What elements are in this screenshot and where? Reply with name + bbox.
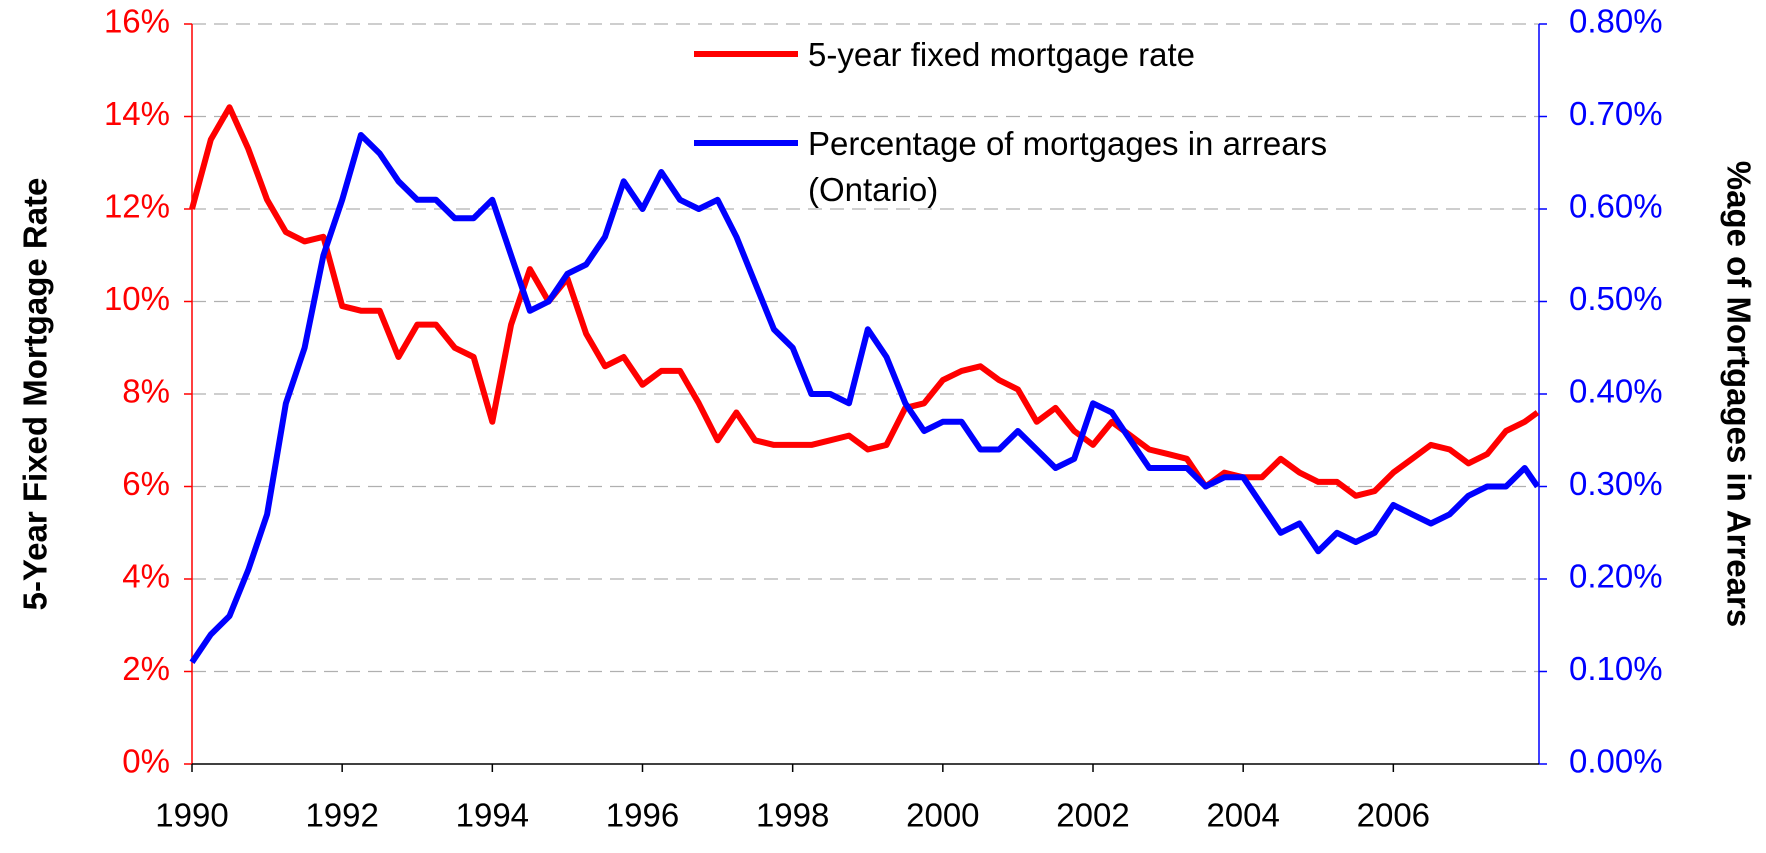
legend-swatch — [694, 140, 798, 146]
x-tick-label: 2006 — [1357, 797, 1430, 834]
legend-swatch — [694, 51, 798, 57]
y2-tick-label: 0.80% — [1569, 3, 1663, 40]
x-tick-label: 1990 — [155, 797, 228, 834]
y2-axis-label: %age of Mortgages in Arrears — [1720, 161, 1757, 627]
x-tick-label: 2000 — [906, 797, 979, 834]
y2-tick-label: 0.60% — [1569, 188, 1663, 225]
y-axis-label: 5-Year Fixed Mortgage Rate — [17, 178, 54, 611]
legend-item: Percentage of mortgages in arrears (Onta… — [694, 121, 1388, 213]
y-tick-label: 8% — [122, 373, 170, 410]
y-tick-label: 4% — [122, 558, 170, 595]
series-line — [189, 104, 1540, 499]
y-tick-label: 2% — [122, 650, 170, 687]
y2-tick-label: 0.50% — [1569, 280, 1663, 317]
x-tick-label: 1994 — [456, 797, 529, 834]
x-tick-label: 1998 — [756, 797, 829, 834]
y2-tick-label: 0.10% — [1569, 650, 1663, 687]
x-tick-label: 2004 — [1206, 797, 1279, 834]
y2-tick-label: 0.70% — [1569, 95, 1663, 132]
legend-label: Percentage of mortgages in arrears (Onta… — [808, 125, 1328, 208]
x-tick-label: 1992 — [305, 797, 378, 834]
y-tick-label: 14% — [104, 95, 170, 132]
y-tick-label: 0% — [122, 743, 170, 780]
y2-tick-label: 0.40% — [1569, 373, 1663, 410]
y-tick-label: 16% — [104, 3, 170, 40]
x-tick-label: 1996 — [606, 797, 679, 834]
y2-tick-label: 0.00% — [1569, 743, 1663, 780]
y-tick-label: 10% — [104, 280, 170, 317]
legend-label: 5-year fixed mortgage rate — [808, 36, 1196, 73]
legend-item: 5-year fixed mortgage rate — [694, 32, 1388, 78]
y2-tick-label: 0.30% — [1569, 465, 1663, 502]
x-tick-label: 2002 — [1056, 797, 1129, 834]
y-tick-label: 12% — [104, 188, 170, 225]
y-tick-label: 6% — [122, 465, 170, 502]
y2-tick-label: 0.20% — [1569, 558, 1663, 595]
series-line — [189, 132, 1540, 664]
